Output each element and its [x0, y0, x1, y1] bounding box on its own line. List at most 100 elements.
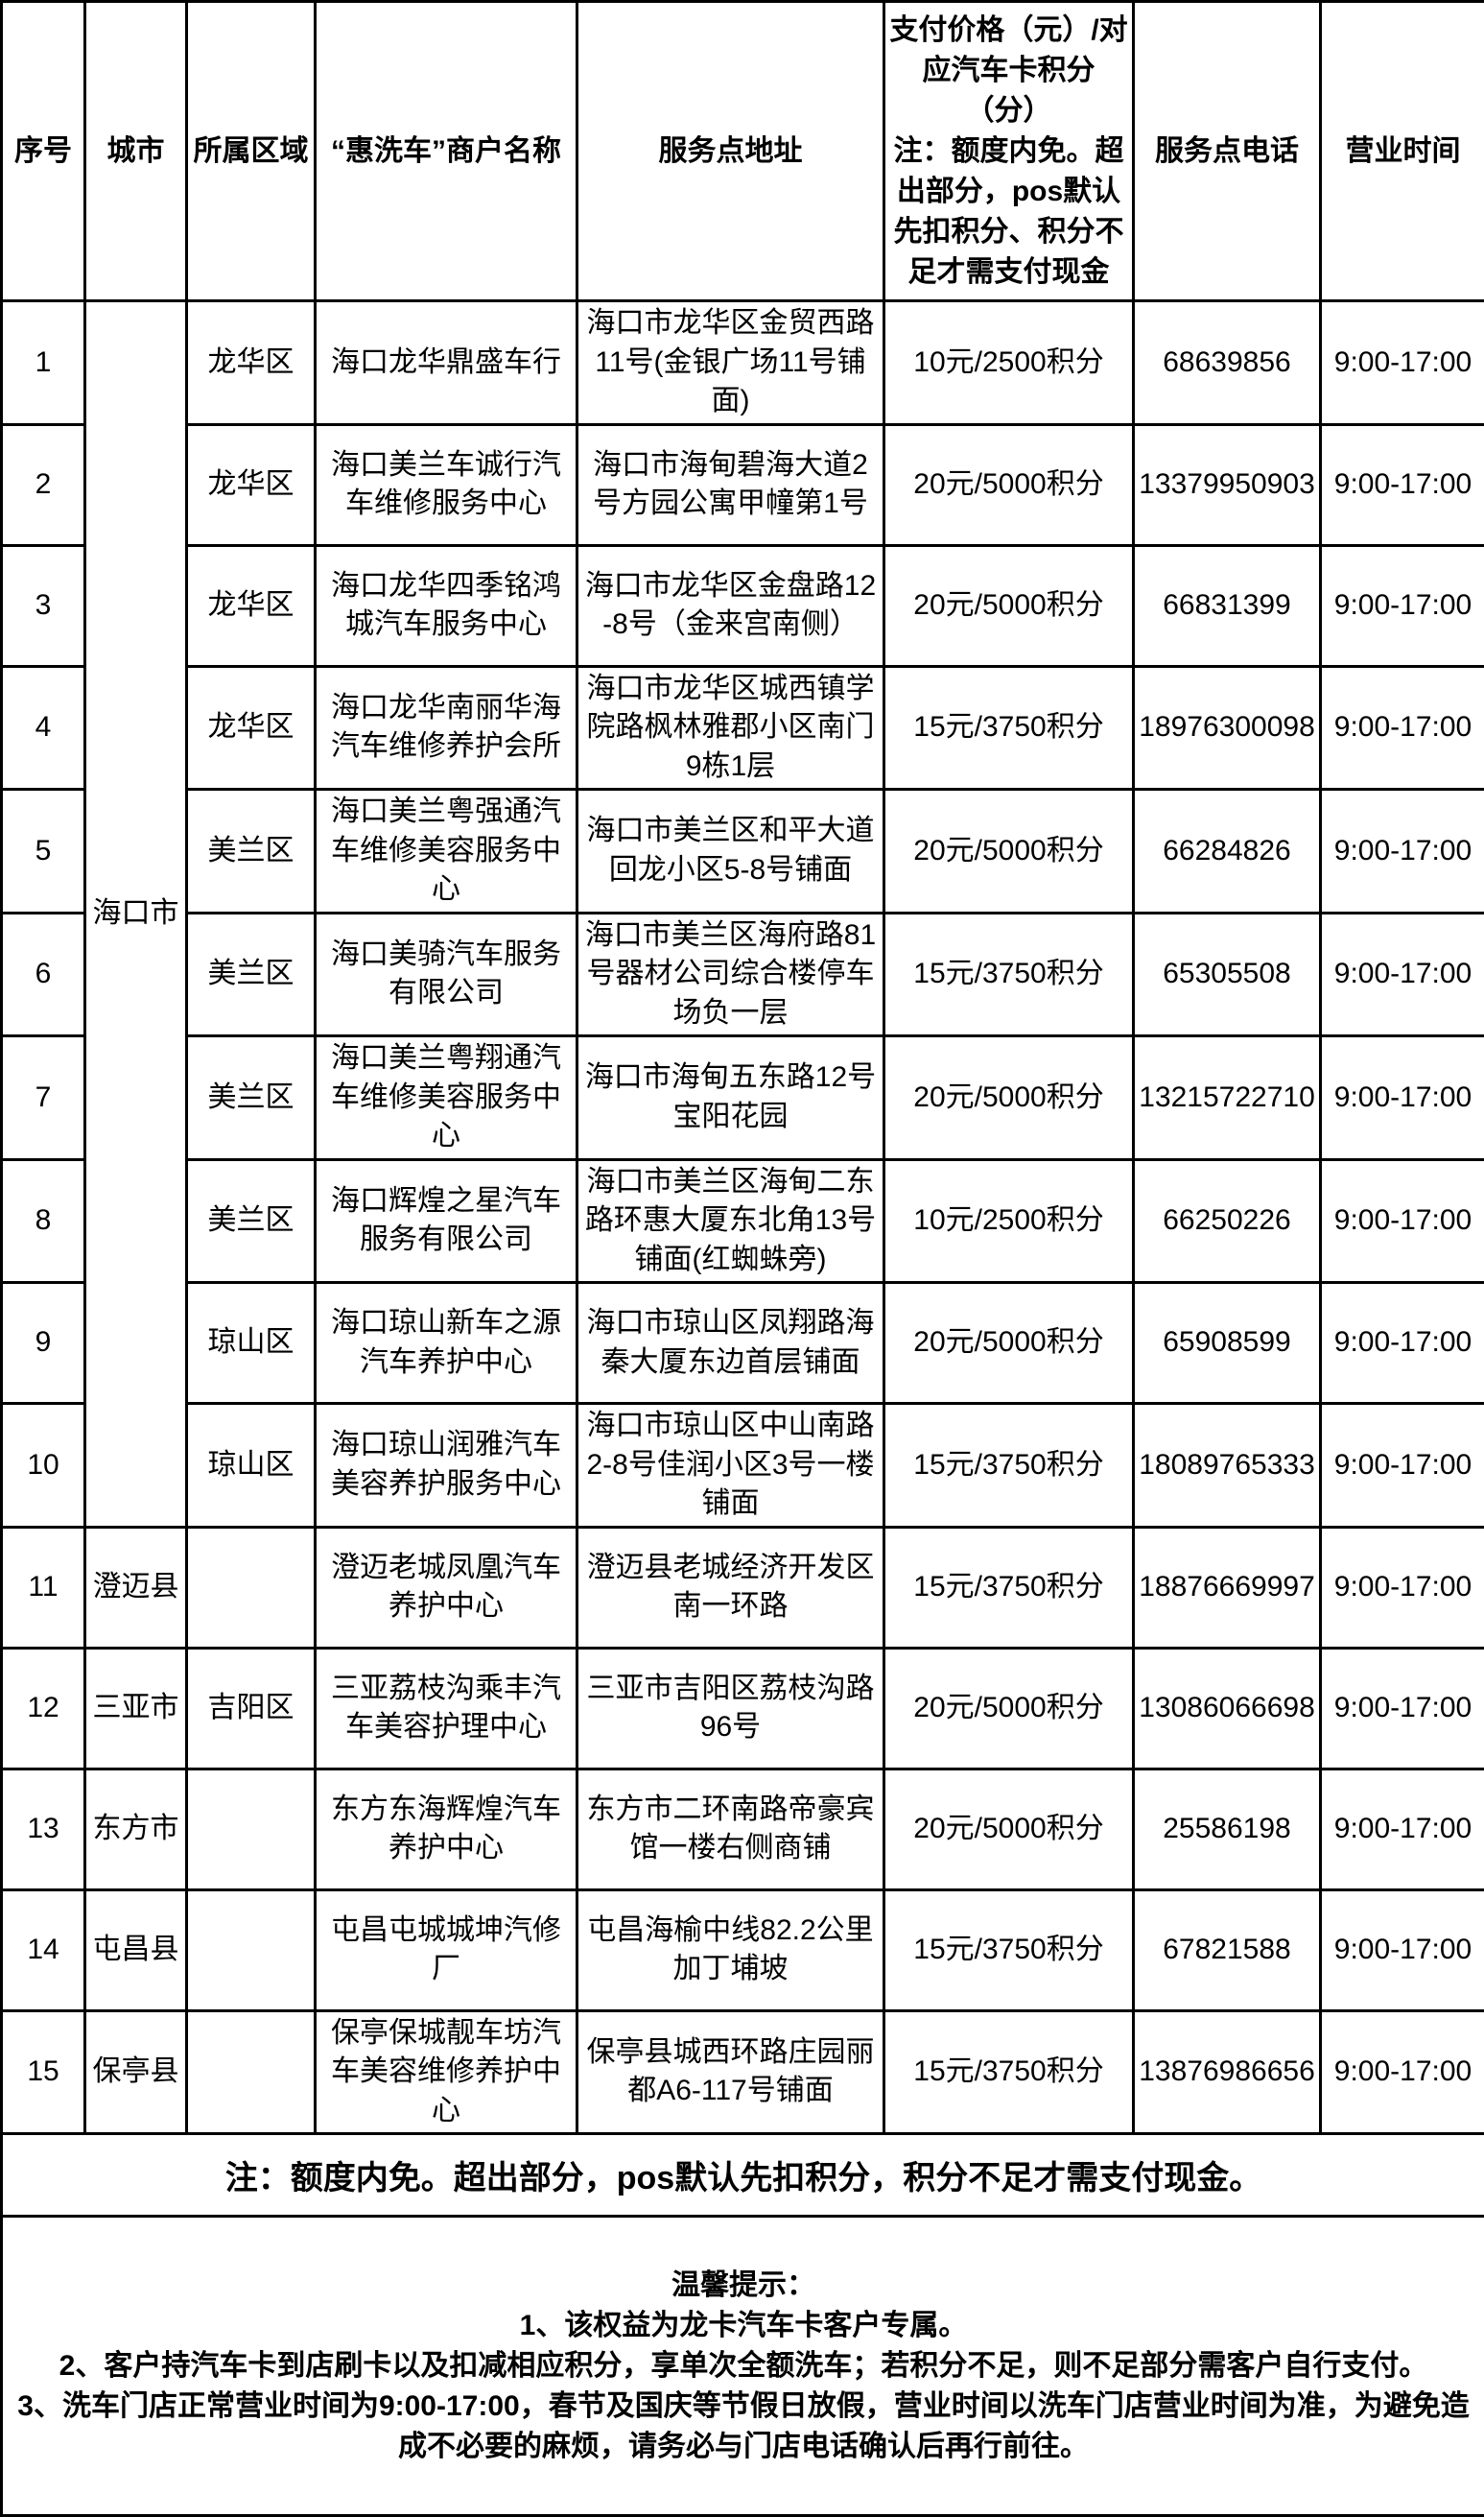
cell-address: 海口市琼山区中山南路2-8号佳润小区3号一楼铺面	[577, 1404, 884, 1528]
cell-price: 10元/2500积分	[884, 301, 1134, 425]
cell-price: 15元/3750积分	[884, 2010, 1134, 2134]
cell-address: 海口市龙华区金贸西路11号(金银广场11号铺面)	[577, 301, 884, 425]
header-hours: 营业时间	[1321, 2, 1484, 301]
cell-phone: 13086066698	[1134, 1648, 1321, 1769]
tips-line-1: 1、该权益为龙卡汽车卡客户专属。	[9, 2306, 1478, 2346]
cell-merchant: 三亚荔枝沟乘丰汽车美容护理中心	[316, 1648, 577, 1769]
header-price-note: 注：额度内免。超出部分，pos默认先扣积分、积分不足才需支付现金	[888, 131, 1129, 293]
cell-city-merged-haikou: 海口市	[85, 301, 187, 1528]
cell-phone: 65305508	[1134, 913, 1321, 1036]
cell-merchant: 澄迈老城凤凰汽车养护中心	[316, 1527, 577, 1648]
cell-no: 10	[2, 1404, 85, 1528]
cell-merchant: 海口辉煌之星汽车服务有限公司	[316, 1159, 577, 1283]
cell-district	[187, 1769, 316, 1889]
cell-city: 保亭县	[85, 2010, 187, 2134]
cell-city: 三亚市	[85, 1648, 187, 1769]
cell-phone: 18089765333	[1134, 1404, 1321, 1528]
cell-hours: 9:00-17:00	[1321, 1283, 1484, 1404]
cell-no: 2	[2, 424, 85, 545]
cell-address: 海口市美兰区和平大道回龙小区5-8号铺面	[577, 790, 884, 914]
cell-merchant: 海口美兰粤翔通汽车维修美容服务中心	[316, 1036, 577, 1160]
cell-hours: 9:00-17:00	[1321, 1648, 1484, 1769]
cell-address: 海口市龙华区金盘路12-8号（金来宫南侧）	[577, 545, 884, 666]
cell-district: 龙华区	[187, 301, 316, 425]
cell-merchant: 保亭保城靓车坊汽车美容维修养护中心	[316, 2010, 577, 2134]
cell-district: 琼山区	[187, 1404, 316, 1528]
cell-address: 海口市海甸五东路12号宝阳花园	[577, 1036, 884, 1160]
cell-phone: 13876986656	[1134, 2010, 1321, 2134]
cell-city: 东方市	[85, 1769, 187, 1889]
header-phone: 服务点电话	[1134, 2, 1321, 301]
cell-no: 15	[2, 2010, 85, 2134]
cell-phone: 18976300098	[1134, 666, 1321, 790]
cell-district: 吉阳区	[187, 1648, 316, 1769]
cell-district	[187, 1889, 316, 2010]
cell-hours: 9:00-17:00	[1321, 424, 1484, 545]
header-city: 城市	[85, 2, 187, 301]
cell-district: 美兰区	[187, 913, 316, 1036]
cell-no: 11	[2, 1527, 85, 1648]
cell-address: 澄迈县老城经济开发区南一环路	[577, 1527, 884, 1648]
cell-no: 14	[2, 1889, 85, 2010]
cell-merchant: 海口龙华四季铭鸿城汽车服务中心	[316, 545, 577, 666]
cell-merchant: 海口美兰车诚行汽车维修服务中心	[316, 424, 577, 545]
cell-no: 5	[2, 790, 85, 914]
cell-price: 20元/5000积分	[884, 1769, 1134, 1889]
cell-no: 8	[2, 1159, 85, 1283]
cell-hours: 9:00-17:00	[1321, 1527, 1484, 1648]
cell-phone: 66250226	[1134, 1159, 1321, 1283]
cell-price: 20元/5000积分	[884, 1648, 1134, 1769]
header-district: 所属区域	[187, 2, 316, 301]
cell-district: 美兰区	[187, 790, 316, 914]
cell-district: 美兰区	[187, 1036, 316, 1160]
table-row: 1 海口市 龙华区 海口龙华鼎盛车行 海口市龙华区金贸西路11号(金银广场11号…	[2, 301, 1484, 425]
tips-title: 温馨提示：	[9, 2266, 1478, 2306]
cell-district	[187, 2010, 316, 2134]
cell-phone: 66831399	[1134, 545, 1321, 666]
tips-line-2: 2、客户持汽车卡到店刷卡以及扣减相应积分，享单次全额洗车；若积分不足，则不足部分…	[9, 2346, 1478, 2386]
cell-city: 屯昌县	[85, 1889, 187, 2010]
cell-merchant: 屯昌屯城城坤汽修厂	[316, 1889, 577, 2010]
header-price-title: 支付价格（元）/对应汽车卡积分（分）	[888, 11, 1129, 131]
cell-price: 15元/3750积分	[884, 913, 1134, 1036]
cell-address: 海口市琼山区凤翔路海秦大厦东边首层铺面	[577, 1283, 884, 1404]
cell-hours: 9:00-17:00	[1321, 913, 1484, 1036]
cell-merchant: 东方东海辉煌汽车养护中心	[316, 1769, 577, 1889]
cell-address: 屯昌海榆中线82.2公里加丁埔坡	[577, 1889, 884, 2010]
tips-row: 温馨提示： 1、该权益为龙卡汽车卡客户专属。 2、客户持汽车卡到店刷卡以及扣减相…	[2, 2217, 1484, 2516]
cell-address: 海口市海甸碧海大道2号方园公寓甲幢第1号	[577, 424, 884, 545]
cell-price: 10元/2500积分	[884, 1159, 1134, 1283]
cell-hours: 9:00-17:00	[1321, 1889, 1484, 2010]
table-row: 9 琼山区 海口琼山新车之源汽车养护中心 海口市琼山区凤翔路海秦大厦东边首层铺面…	[2, 1283, 1484, 1404]
cell-hours: 9:00-17:00	[1321, 1159, 1484, 1283]
cell-price: 15元/3750积分	[884, 1404, 1134, 1528]
cell-no: 3	[2, 545, 85, 666]
cell-address: 海口市美兰区海府路81号器材公司综合楼停车场负一层	[577, 913, 884, 1036]
cell-price: 15元/3750积分	[884, 1889, 1134, 2010]
table-row: 13 东方市 东方东海辉煌汽车养护中心 东方市二环南路帝豪宾馆一楼右侧商铺 20…	[2, 1769, 1484, 1889]
cell-district: 琼山区	[187, 1283, 316, 1404]
tips-line-3: 3、洗车门店正常营业时间为9:00-17:00，春节及国庆等节假日放假，营业时间…	[9, 2386, 1478, 2467]
table-row: 7 美兰区 海口美兰粤翔通汽车维修美容服务中心 海口市海甸五东路12号宝阳花园 …	[2, 1036, 1484, 1160]
cell-price: 20元/5000积分	[884, 790, 1134, 914]
cell-phone: 66284826	[1134, 790, 1321, 914]
cell-merchant: 海口琼山新车之源汽车养护中心	[316, 1283, 577, 1404]
cell-merchant: 海口龙华鼎盛车行	[316, 301, 577, 425]
cell-no: 12	[2, 1648, 85, 1769]
cell-district: 龙华区	[187, 666, 316, 790]
table-row: 12 三亚市 吉阳区 三亚荔枝沟乘丰汽车美容护理中心 三亚市吉阳区荔枝沟路96号…	[2, 1648, 1484, 1769]
note-text: 注：额度内免。超出部分，pos默认先扣积分，积分不足才需支付现金。	[2, 2134, 1484, 2217]
cell-merchant: 海口龙华南丽华海汽车维修养护会所	[316, 666, 577, 790]
cell-city: 澄迈县	[85, 1527, 187, 1648]
cell-address: 东方市二环南路帝豪宾馆一楼右侧商铺	[577, 1769, 884, 1889]
cell-hours: 9:00-17:00	[1321, 1404, 1484, 1528]
cell-price: 20元/5000积分	[884, 1036, 1134, 1160]
header-price: 支付价格（元）/对应汽车卡积分（分） 注：额度内免。超出部分，pos默认先扣积分…	[884, 2, 1134, 301]
cell-hours: 9:00-17:00	[1321, 545, 1484, 666]
cell-hours: 9:00-17:00	[1321, 2010, 1484, 2134]
table-row: 2 龙华区 海口美兰车诚行汽车维修服务中心 海口市海甸碧海大道2号方园公寓甲幢第…	[2, 424, 1484, 545]
cell-hours: 9:00-17:00	[1321, 301, 1484, 425]
header-address: 服务点地址	[577, 2, 884, 301]
cell-address: 海口市龙华区城西镇学院路枫林雅郡小区南门9栋1层	[577, 666, 884, 790]
